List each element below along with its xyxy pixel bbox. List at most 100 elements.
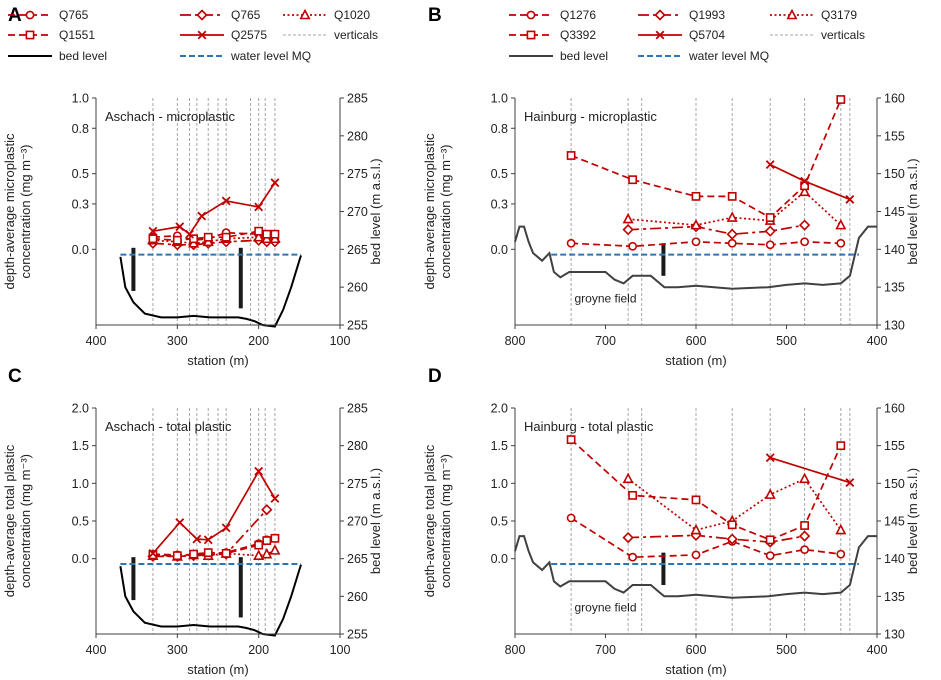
legend: Q1276 Q1993 Q3179 Q3392 Q5704 verticals bed le… <box>509 8 865 63</box>
x-tick-label: 200 <box>248 334 269 348</box>
legend-item: Q5704 <box>638 28 725 42</box>
series-q3392-square <box>566 435 846 545</box>
x-tick-label: 400 <box>867 334 888 348</box>
data-point <box>185 229 194 239</box>
panel-b: B 0.0 0.3 0.5 0.8 1.0 130 135 140 145 150 155 160 800… <box>422 5 920 368</box>
data-point <box>691 191 701 201</box>
data-point <box>622 531 634 544</box>
legend-label: Q3392 <box>560 28 596 42</box>
data-point <box>800 521 809 530</box>
verticals <box>152 98 276 325</box>
legend-item: Q3392 <box>509 28 596 42</box>
x-axis-title: station (m) <box>665 353 726 368</box>
y-tick-label: 0.0 <box>491 243 508 257</box>
series-q1993-diamond <box>622 219 811 240</box>
y2-tick-label: 285 <box>347 402 368 416</box>
legend-item: Q1551 <box>8 28 95 42</box>
y-tick-label: 0.3 <box>491 197 508 211</box>
panel-letter: B <box>428 5 442 26</box>
data-point <box>690 523 702 535</box>
data-point <box>262 536 272 545</box>
data-point <box>203 232 213 242</box>
y2-tick-label: 260 <box>347 281 368 295</box>
data-point <box>622 212 634 224</box>
y-axis-title: depth-average microplastic <box>422 133 437 290</box>
data-point <box>835 523 847 535</box>
bed-level-line <box>119 255 302 328</box>
y-tick-label: 2.0 <box>72 402 89 416</box>
y-tick-label: 1.0 <box>491 92 508 106</box>
x-axis-title: station (m) <box>187 662 248 677</box>
legend-marker <box>526 30 536 40</box>
data-point <box>765 240 775 250</box>
data-point <box>566 238 576 248</box>
data-point <box>221 196 231 206</box>
data-point <box>189 234 198 244</box>
verticals <box>570 98 851 325</box>
groyne-field-label: groyne field <box>574 600 636 614</box>
data-point <box>221 523 231 533</box>
legend-item: water level MQ <box>180 49 311 63</box>
y-axis-title: depth-average total plastic <box>422 444 437 597</box>
y-tick-label: 0.0 <box>491 552 508 566</box>
data-point <box>799 472 811 484</box>
data-point <box>845 194 855 204</box>
data-point <box>800 237 809 247</box>
bed-level-line <box>514 535 877 599</box>
data-point <box>726 533 738 545</box>
y-tick-label: 0.5 <box>72 515 89 529</box>
data-point <box>765 213 775 222</box>
data-point <box>628 241 638 251</box>
y2-tick-label: 135 <box>884 590 905 604</box>
groyne-structure <box>131 247 136 291</box>
bed-level-line <box>119 564 302 637</box>
data-point <box>197 211 207 221</box>
y-axis-title: concentration (mg m⁻³) <box>438 454 453 588</box>
series-q1551-square <box>148 533 280 561</box>
series-q5704-x <box>765 160 855 204</box>
data-point <box>172 235 182 245</box>
y2-tick-label: 150 <box>884 167 905 181</box>
legend-marker <box>786 8 798 20</box>
legend-item: verticals <box>283 28 378 42</box>
y2-tick-label: 160 <box>884 402 905 416</box>
series-q3392-square <box>566 95 846 222</box>
y-axis-title: concentration (mg m⁻³) <box>18 144 33 278</box>
groyne-field-label: groyne field <box>574 291 636 305</box>
data-point <box>845 478 855 488</box>
data-point <box>262 229 272 239</box>
legend-marker <box>25 10 35 20</box>
panel-title: Hainburg - microplastic <box>524 109 657 124</box>
legend-label: bed level <box>560 49 608 63</box>
y2-tick-label: 270 <box>347 205 368 219</box>
y2-tick-label: 140 <box>884 552 905 566</box>
y-tick-label: 2.0 <box>491 402 508 416</box>
x-tick-label: 800 <box>505 334 526 348</box>
y-tick-label: 0.3 <box>72 197 89 211</box>
legend-label: Q1276 <box>560 8 596 22</box>
legend-label: Q5704 <box>689 28 725 42</box>
x-tick-label: 100 <box>330 334 351 348</box>
groyne-structure <box>661 243 666 276</box>
x-axis-title: station (m) <box>187 353 248 368</box>
data-point <box>270 533 280 543</box>
y2-tick-label: 155 <box>884 439 905 453</box>
data-point <box>628 490 638 500</box>
data-point <box>798 530 811 542</box>
legend-marker <box>655 30 665 40</box>
y-tick-label: 0.5 <box>491 167 508 181</box>
data-point <box>270 229 280 239</box>
panel-title: Aschach - microplastic <box>105 109 236 124</box>
data-point <box>765 453 775 463</box>
legend: Q765 Q765 Q1020 Q1551 Q2575 verticals bed leve… <box>8 8 378 63</box>
data-point <box>691 495 701 505</box>
y2-tick-label: 260 <box>347 590 368 604</box>
y2-axis-title: bed level (m a.s.l.) <box>368 158 383 264</box>
y-tick-label: 1.5 <box>72 439 89 453</box>
data-point <box>148 548 158 558</box>
series-q1276-circle <box>566 513 846 562</box>
data-point <box>253 549 265 560</box>
data-point <box>628 552 638 562</box>
y2-tick-label: 270 <box>347 515 368 529</box>
series-line <box>769 456 851 484</box>
